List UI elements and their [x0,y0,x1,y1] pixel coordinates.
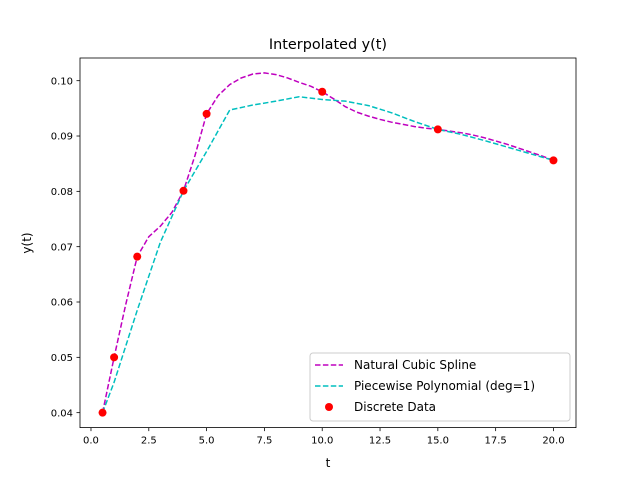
data-point [98,408,107,417]
x-tick-label: 2.5 [141,436,157,447]
series-line-1 [101,95,554,413]
legend-label: Natural Cubic Spline [354,358,476,372]
x-tick-label: 5.0 [199,436,215,447]
y-tick-label: 0.04 [51,408,73,419]
y-tick-label: 0.09 [51,132,73,143]
legend-box [309,352,571,422]
series-lines [101,72,554,413]
chart-title: Interpolated y(t) [269,37,387,53]
data-markers [98,87,558,417]
y-tick-label: 0.06 [51,298,73,309]
data-point [318,87,327,96]
legend-label: Piecewise Polynomial (deg=1) [354,379,535,393]
data-point [549,156,558,165]
x-tick-label: 7.5 [256,436,272,447]
plot-frame [79,57,577,429]
x-tick-label: 12.5 [369,436,391,447]
data-point [433,125,442,134]
y-axis-label: y(t) [20,232,34,253]
y-tick-label: 0.10 [51,76,73,87]
x-tick-label: 20.0 [542,436,564,447]
data-point [133,252,142,261]
x-tick-label: 0.0 [83,436,99,447]
x-tick-label: 10.0 [311,436,333,447]
data-point [202,109,211,118]
y-tick-label: 0.08 [51,187,73,198]
axis-ticks: 0.0 2.5 5.0 7.5 10.0 12.5 15.0 17.5 20.0 0.04 0.05… [51,76,565,446]
legend: Natural Cubic Spline Piecewise Polynomial… [309,352,571,422]
data-point [110,353,119,362]
legend-label: Discrete Data [354,400,436,414]
data-point [179,186,188,195]
y-tick-label: 0.05 [51,353,73,364]
y-tick-label: 0.07 [51,242,73,253]
x-tick-label: 17.5 [485,436,507,447]
x-tick-label: 15.0 [427,436,449,447]
legend-swatch [325,403,333,411]
series-line-0 [101,72,554,413]
x-axis-label: t [326,456,331,470]
